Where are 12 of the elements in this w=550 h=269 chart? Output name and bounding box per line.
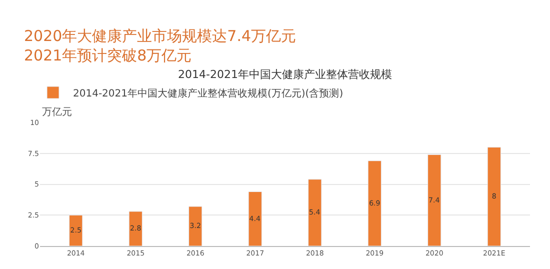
- legend-label: 2014-2021年中国大健康产业整体营收规模(万亿元)(含预测): [73, 87, 344, 100]
- chart-title: 2020年大健康产业市场规模达7.4万亿元 2021年预计突破8万亿元: [24, 27, 296, 64]
- y-axis-title: 万亿元: [42, 107, 72, 118]
- bar: [368, 160, 382, 246]
- bar: [188, 206, 202, 246]
- bar: [69, 214, 83, 246]
- bar: [248, 191, 262, 246]
- bar: [128, 211, 142, 246]
- chart-subtitle: 2014-2021年中国大健康产业整体营收规模: [178, 68, 392, 81]
- bar: [308, 179, 322, 246]
- bar: [487, 147, 501, 246]
- bar: [428, 154, 442, 246]
